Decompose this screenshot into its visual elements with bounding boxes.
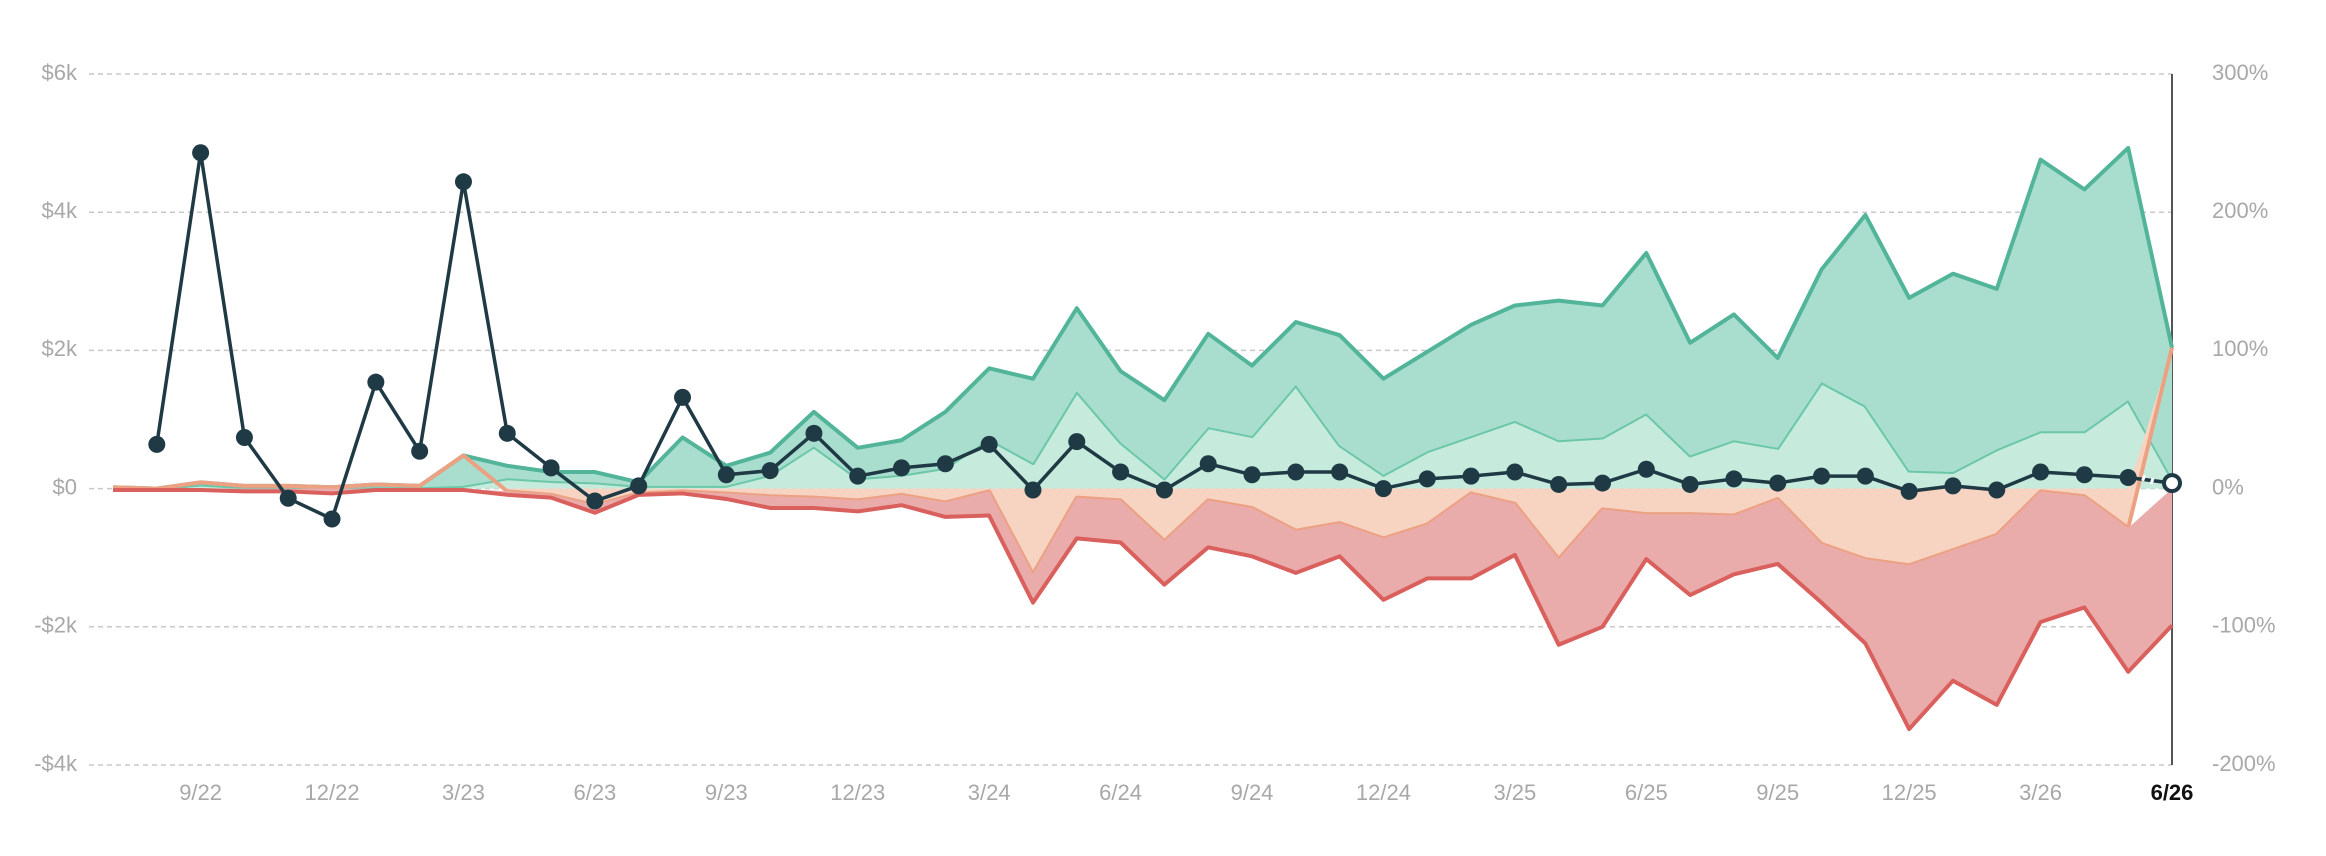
x-tick-label: 6/24 [1099, 780, 1142, 805]
line-point [1243, 466, 1261, 484]
x-tick-label: 6/25 [1625, 780, 1668, 805]
y2-tick-label: 200% [2212, 198, 2268, 223]
line-point [1374, 480, 1392, 498]
line-point [1199, 455, 1217, 473]
line-point [148, 435, 166, 453]
line-point [980, 435, 998, 453]
line-point [1725, 470, 1743, 488]
x-tick-label: 3/23 [442, 780, 485, 805]
line-point [192, 144, 210, 162]
line-point [674, 388, 692, 406]
x-tick-label: 12/22 [305, 780, 360, 805]
line-point [454, 173, 472, 191]
y-tick-label: $4k [42, 198, 78, 223]
line-point [630, 477, 648, 495]
line-point [279, 489, 297, 507]
x-tick-label: 12/23 [830, 780, 885, 805]
line-point [498, 424, 516, 442]
y-tick-label: -$2k [34, 613, 78, 638]
line-point [1637, 460, 1655, 478]
line-point [2032, 463, 2050, 481]
line-point [2119, 469, 2137, 487]
line-point [761, 462, 779, 480]
line-point [1068, 433, 1086, 451]
y2-tick-label: -100% [2212, 613, 2276, 638]
y2-tick-label: 100% [2212, 336, 2268, 361]
x-tick-label: 3/24 [968, 780, 1011, 805]
area [113, 147, 2172, 489]
line-point [805, 424, 823, 442]
line-point [2075, 466, 2093, 484]
x-tick-label: 3/25 [1493, 780, 1536, 805]
line-point [893, 459, 911, 477]
x-tick-label: 9/25 [1756, 780, 1799, 805]
x-tick-label: 6/23 [573, 780, 616, 805]
y2-tick-label: 300% [2212, 60, 2268, 85]
line-point [1462, 467, 1480, 485]
y-tick-label: $2k [42, 336, 78, 361]
line-point [1813, 467, 1831, 485]
line-point [717, 466, 735, 484]
line-point [1024, 481, 1042, 499]
x-tick-label: 12/25 [1882, 780, 1937, 805]
x-tick-label: 12/24 [1356, 780, 1411, 805]
line-point [367, 373, 385, 391]
line-point [1856, 467, 1874, 485]
line-point [542, 459, 560, 477]
dash-gap [2141, 474, 2159, 486]
x-tick-label: 6/26 [2151, 780, 2194, 805]
y-tick-label: -$4k [34, 751, 78, 776]
line-point [1418, 470, 1436, 488]
line-point [1681, 475, 1699, 493]
line-point [1506, 463, 1524, 481]
line-point [1988, 481, 2006, 499]
line-point [1112, 463, 1130, 481]
line-point [2162, 473, 2182, 494]
line-point [1900, 482, 1918, 500]
line-point [1287, 463, 1305, 481]
y-tick-label: $6k [42, 60, 78, 85]
x-tick-label: 9/24 [1231, 780, 1274, 805]
line-point [1769, 474, 1787, 492]
y2-tick-label: -200% [2212, 751, 2276, 776]
area [113, 382, 2172, 489]
line-point [1550, 475, 1568, 493]
line-point [323, 510, 341, 528]
line-point [1593, 474, 1611, 492]
x-tick-label: 3/26 [2019, 780, 2062, 805]
line-point [411, 442, 429, 460]
area-edge [113, 487, 2174, 732]
line-point [1944, 477, 1962, 495]
line-point [235, 428, 253, 446]
line-point [586, 492, 604, 510]
y2-tick-label: 0% [2212, 474, 2244, 499]
line-point [849, 467, 867, 485]
y-tick-label: $0 [53, 474, 77, 499]
area [113, 488, 2172, 730]
line-point [1331, 463, 1349, 481]
area-edge [113, 380, 2174, 491]
line-point [936, 455, 954, 473]
x-tick-label: 9/22 [179, 780, 222, 805]
line-point [1155, 481, 1173, 499]
x-tick-label: 9/23 [705, 780, 748, 805]
